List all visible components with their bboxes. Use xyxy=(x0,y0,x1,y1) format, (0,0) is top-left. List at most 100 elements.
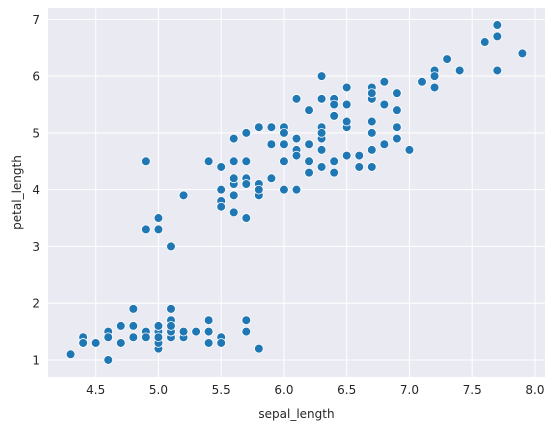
x-tick-label: 7.5 xyxy=(463,383,482,397)
data-point xyxy=(316,128,327,138)
data-point xyxy=(367,145,377,155)
data-point xyxy=(178,326,189,337)
data-point xyxy=(216,162,226,172)
data-point xyxy=(279,128,289,138)
data-point xyxy=(166,241,176,252)
data-point xyxy=(392,88,402,98)
data-point xyxy=(392,122,402,133)
data-point xyxy=(304,105,314,115)
data-point xyxy=(404,145,415,155)
data-point xyxy=(429,82,440,93)
data-point xyxy=(279,156,289,167)
data-point xyxy=(279,184,289,195)
data-point xyxy=(153,224,164,235)
data-point xyxy=(316,94,327,104)
y-tick-label: 3 xyxy=(32,240,40,254)
data-point xyxy=(241,213,252,223)
data-point xyxy=(166,321,176,331)
data-point xyxy=(216,338,226,348)
y-tick-label: 2 xyxy=(32,297,40,311)
data-point xyxy=(254,184,264,195)
data-point xyxy=(141,224,151,235)
x-tick-label: 4.5 xyxy=(86,383,105,397)
data-point xyxy=(316,71,327,81)
y-axis-label: petal_length xyxy=(10,155,24,230)
data-point xyxy=(241,156,252,167)
data-point xyxy=(266,139,277,150)
data-point xyxy=(241,128,252,138)
data-point xyxy=(316,145,327,155)
data-point xyxy=(291,150,302,161)
data-point xyxy=(191,326,201,337)
data-point xyxy=(103,332,114,343)
data-point xyxy=(379,139,390,150)
data-point xyxy=(203,338,214,348)
data-point xyxy=(354,150,365,161)
data-point xyxy=(141,156,151,167)
data-point xyxy=(492,65,503,76)
y-tick-label: 4 xyxy=(32,183,40,197)
x-tick-label: 7.0 xyxy=(400,383,419,397)
data-point xyxy=(442,54,452,64)
data-point xyxy=(78,338,88,348)
data-point xyxy=(392,133,402,144)
data-point xyxy=(367,116,377,127)
data-point xyxy=(203,315,214,326)
data-point xyxy=(103,355,114,365)
x-tick-label: 8.0 xyxy=(525,383,544,397)
data-point xyxy=(291,184,302,195)
data-point xyxy=(216,201,226,212)
data-point xyxy=(379,77,390,87)
data-point xyxy=(329,111,339,121)
data-point xyxy=(266,122,277,133)
data-point xyxy=(329,156,339,167)
x-tick-label: 6.5 xyxy=(337,383,356,397)
data-point xyxy=(367,128,377,138)
data-point xyxy=(291,133,302,144)
data-point xyxy=(354,162,365,172)
data-point xyxy=(228,173,239,184)
data-point xyxy=(228,156,239,167)
data-point xyxy=(392,105,402,115)
y-tick-label: 1 xyxy=(32,353,40,367)
data-point xyxy=(90,338,101,348)
data-point xyxy=(341,116,352,127)
data-point xyxy=(316,162,327,172)
data-point xyxy=(417,77,427,87)
data-point xyxy=(153,213,164,223)
x-tick-labels: 4.5 5.0 5.5 6.0 6.5 7.0 7.5 8.0 xyxy=(86,383,544,397)
data-point xyxy=(115,321,126,331)
x-tick-label: 5.0 xyxy=(149,383,168,397)
data-point xyxy=(279,139,289,150)
grid-lines xyxy=(48,8,545,377)
data-point xyxy=(153,332,164,343)
data-point xyxy=(254,343,264,354)
data-point xyxy=(341,99,352,110)
x-axis-label: sepal_length xyxy=(258,407,334,421)
data-point xyxy=(454,65,465,76)
data-point xyxy=(329,99,339,110)
data-point xyxy=(291,94,302,104)
x-tick-label: 5.5 xyxy=(212,383,231,397)
data-point xyxy=(228,133,239,144)
data-point xyxy=(304,139,314,150)
data-point xyxy=(203,156,214,167)
data-point xyxy=(304,167,314,178)
data-point xyxy=(178,190,189,201)
data-point xyxy=(241,326,252,337)
data-point xyxy=(367,162,377,172)
data-point xyxy=(141,332,151,343)
data-point xyxy=(128,332,139,343)
data-point xyxy=(329,167,339,178)
data-point xyxy=(304,156,314,167)
data-point xyxy=(166,304,176,314)
y-tick-label: 6 xyxy=(32,70,40,84)
data-point xyxy=(241,315,252,326)
data-point xyxy=(128,304,139,314)
data-point xyxy=(341,150,352,161)
data-point xyxy=(367,88,377,98)
data-point xyxy=(153,321,164,331)
data-point xyxy=(241,179,252,189)
data-point xyxy=(379,99,390,110)
